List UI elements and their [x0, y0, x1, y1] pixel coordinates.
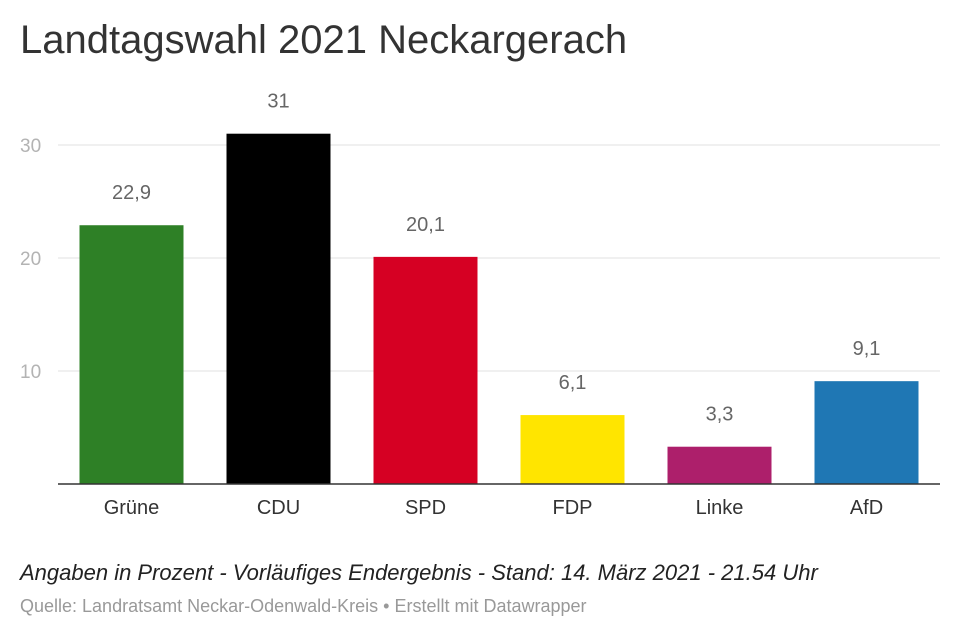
category-label-spd: SPD	[405, 497, 446, 519]
value-label-grüne: 22,9	[112, 182, 151, 204]
value-label-linke: 3,3	[706, 404, 734, 426]
bars	[79, 133, 919, 485]
labels: 10 20 30 22,9 Grüne 31 CDU 20,1 SPD 6,1 FDP 3,3 Link…	[20, 91, 940, 519]
y-tick-label-10: 10	[20, 362, 41, 383]
category-label-cdu: CDU	[257, 497, 300, 519]
bar-linke	[667, 446, 772, 484]
chart-notes: Angaben in Prozent - Vorläufiges Enderge…	[20, 560, 818, 585]
bar-grüne	[79, 225, 184, 485]
bar-fdp	[520, 415, 625, 484]
category-label-grüne: Grüne	[104, 497, 160, 519]
bar-cdu	[226, 133, 331, 484]
value-label-fdp: 6,1	[559, 372, 587, 394]
bar-spd	[373, 256, 478, 484]
value-label-afd: 9,1	[853, 338, 881, 360]
value-label-cdu: 31	[267, 91, 289, 113]
y-tick-label-20: 20	[20, 249, 41, 270]
bar-afd	[814, 381, 919, 484]
y-tick-label-30: 30	[20, 136, 41, 157]
value-label-spd: 20,1	[406, 214, 445, 236]
category-label-afd: AfD	[850, 497, 883, 519]
chart-title: Landtagswahl 2021 Neckargerach	[20, 18, 628, 62]
category-label-fdp: FDP	[553, 497, 593, 519]
category-label-linke: Linke	[696, 497, 744, 519]
gridlines	[58, 144, 940, 372]
chart-source: Quelle: Landratsamt Neckar-Odenwald-Krei…	[20, 596, 587, 616]
